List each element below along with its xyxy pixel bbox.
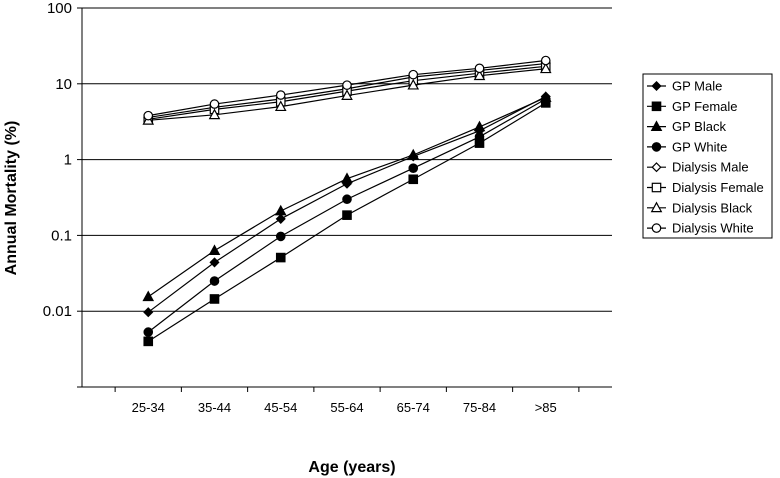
data-point bbox=[341, 89, 353, 100]
series-gp-white bbox=[143, 94, 551, 337]
data-point bbox=[407, 148, 420, 160]
data-point bbox=[342, 210, 352, 220]
data-point bbox=[275, 213, 286, 224]
x-tick-label: 35-44 bbox=[198, 400, 231, 415]
legend-marker bbox=[650, 120, 663, 131]
legend-item-gp-female: GP Female bbox=[647, 99, 738, 114]
legend-label: GP Male bbox=[672, 79, 722, 94]
legend-item-dialysis-white: Dialysis White bbox=[647, 221, 754, 236]
data-point bbox=[540, 94, 551, 104]
x-axis-ticks: 25-34 35-44 45-54 55-64 65-74 75-84 >85 bbox=[114, 387, 580, 415]
data-point bbox=[539, 62, 552, 74]
y-axis-ticks: 100 10 1 0.1 0.01 bbox=[43, 0, 82, 388]
data-point bbox=[408, 69, 419, 80]
data-point bbox=[143, 336, 154, 347]
data-point bbox=[143, 327, 154, 337]
x-tick-label: 55-64 bbox=[330, 400, 363, 415]
data-point bbox=[209, 276, 220, 286]
x-tick-label: >85 bbox=[535, 400, 557, 415]
data-point bbox=[408, 174, 419, 185]
data-point bbox=[274, 204, 287, 216]
data-point bbox=[408, 163, 419, 174]
data-point bbox=[143, 307, 154, 318]
legend-label: GP Female bbox=[672, 99, 738, 114]
legend-item-dialysis-female: Dialysis Female bbox=[647, 180, 764, 195]
y-axis-title: Annual Mortality (%) bbox=[3, 121, 20, 276]
data-point bbox=[208, 108, 221, 120]
series-gp-male bbox=[143, 91, 551, 318]
legend: GP Male GP Female GP Black GP White Dialysis… bbox=[642, 73, 773, 239]
x-tick-label: 45-54 bbox=[264, 400, 297, 415]
data-point bbox=[274, 100, 287, 112]
legend-label: Dialysis Male bbox=[672, 160, 749, 175]
legend-item-dialysis-male: Dialysis Male bbox=[647, 160, 749, 175]
data-point bbox=[275, 90, 286, 100]
y-tick-label: 0.1 bbox=[51, 227, 72, 244]
legend-marker bbox=[651, 162, 662, 173]
data-point bbox=[275, 231, 286, 242]
series-dialysis-black bbox=[142, 62, 552, 125]
data-point bbox=[473, 120, 486, 132]
series-line bbox=[147, 95, 547, 313]
legend-marker bbox=[651, 101, 662, 112]
legend-item-gp-black: GP Black bbox=[647, 119, 726, 134]
data-point bbox=[342, 80, 352, 90]
y-tick-label: 0.01 bbox=[43, 303, 72, 320]
series-line bbox=[147, 102, 547, 342]
series-gp-black bbox=[142, 91, 552, 302]
data-point bbox=[342, 194, 352, 205]
series-dialysis-white bbox=[143, 55, 551, 121]
legend-box bbox=[642, 73, 773, 239]
gridlines bbox=[82, 7, 612, 312]
legend-item-gp-male: GP Male bbox=[647, 79, 722, 94]
data-point bbox=[407, 78, 420, 90]
legend-marker bbox=[651, 223, 662, 233]
legend-label: Dialysis Female bbox=[672, 180, 764, 195]
legend-item-gp-white: GP White bbox=[647, 139, 727, 154]
data-point bbox=[474, 63, 485, 74]
series-group bbox=[142, 55, 552, 347]
legend-marker bbox=[650, 201, 663, 213]
x-tick-label: 75-84 bbox=[463, 400, 496, 415]
y-tick-label: 1 bbox=[64, 152, 72, 169]
legend-marker bbox=[651, 142, 662, 152]
legend-label: Dialysis White bbox=[672, 221, 754, 236]
data-point bbox=[275, 252, 286, 263]
legend-marker bbox=[651, 182, 662, 193]
data-point bbox=[208, 244, 221, 256]
y-tick-label: 10 bbox=[55, 76, 72, 93]
legend-label: GP White bbox=[672, 139, 727, 154]
data-point bbox=[209, 257, 220, 268]
x-tick-label: 25-34 bbox=[132, 400, 165, 415]
legend-marker bbox=[651, 80, 662, 92]
legend-label: GP Black bbox=[672, 119, 726, 134]
data-point bbox=[341, 172, 353, 184]
data-point bbox=[143, 110, 154, 121]
x-tick-label: 65-74 bbox=[397, 400, 430, 415]
legend-label: Dialysis Black bbox=[672, 200, 753, 215]
data-point bbox=[209, 294, 220, 304]
data-point bbox=[142, 290, 155, 302]
data-point bbox=[209, 99, 220, 109]
series-gp-female bbox=[143, 98, 551, 347]
data-point bbox=[474, 131, 485, 142]
x-axis-title: Age (years) bbox=[308, 459, 395, 476]
y-tick-label: 100 bbox=[47, 0, 72, 17]
data-point bbox=[473, 69, 486, 81]
legend-item-dialysis-black: Dialysis Black bbox=[647, 200, 753, 215]
data-point bbox=[540, 55, 551, 66]
